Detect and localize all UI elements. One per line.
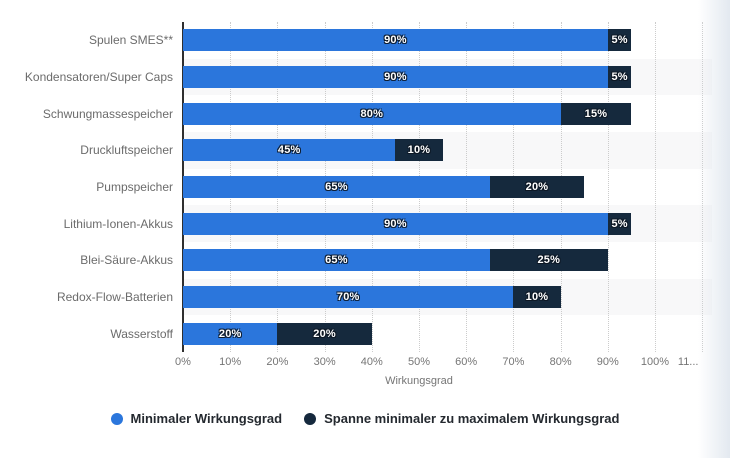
bar-segment-min[interactable]: 45%: [183, 139, 396, 162]
bar-segment-min[interactable]: 80%: [183, 102, 561, 125]
bar-segment-min[interactable]: 90%: [183, 212, 608, 235]
bar-segment-min[interactable]: 65%: [183, 176, 490, 198]
bar-value-label: 90%: [384, 217, 407, 230]
bar-segment-span[interactable]: 15%: [560, 102, 632, 125]
x-tick-label: 40%: [360, 356, 383, 368]
category-label: Schwungmassespeicher: [42, 106, 173, 121]
bar-value-label: 90%: [384, 71, 407, 83]
bar-segment-span[interactable]: 10%: [513, 286, 561, 308]
plot-area: 90% 5% 90% 5% 80% 15% 45% 10% 65% 20% 90% 5% 65% 25% 7…: [182, 22, 713, 352]
legend-item-minimaler-wirkungsgrad[interactable]: Minimaler Wirkungsgrad: [110, 411, 283, 426]
x-tick-label: 0%: [175, 356, 191, 368]
bar-value-label: 10%: [407, 144, 431, 157]
gridline: [702, 22, 704, 352]
bar-segment-span[interactable]: 20%: [277, 322, 372, 345]
bar-value-label: 15%: [584, 107, 608, 120]
bar-segment-span[interactable]: 5%: [607, 29, 632, 52]
bar-segment-span[interactable]: 25%: [489, 249, 608, 272]
legend-label-min: Minimaler Wirkungsgrad: [130, 411, 283, 426]
category-label: Wasserstoff: [110, 326, 173, 341]
category-label: Kondensatoren/Super Caps: [24, 69, 173, 84]
category-label: Druckluftspeicher: [80, 143, 173, 158]
legend: Minimaler Wirkungsgrad Spanne minimaler …: [0, 411, 730, 426]
bar-value-label: 20%: [313, 327, 336, 340]
x-tick-label: 50%: [407, 356, 431, 368]
x-tick-label: 100%: [640, 356, 670, 368]
category-label: Pumpspeicher: [96, 179, 173, 194]
bar-segment-min[interactable]: 70%: [183, 286, 514, 308]
bar-value-label: 5%: [611, 71, 628, 83]
bar-value-label: 10%: [525, 291, 549, 303]
category-label: Blei-Säure-Akkus: [80, 253, 173, 268]
x-tick-label: 90%: [596, 356, 619, 368]
bar-value-label: 20%: [218, 327, 242, 340]
legend-marker-min-icon: [110, 412, 123, 425]
category-label: Spulen SMES**: [88, 33, 173, 48]
bar-value-label: 25%: [537, 254, 561, 267]
x-tick-label: 80%: [549, 356, 572, 368]
x-axis-title: Wirkungsgrad: [385, 375, 453, 387]
x-axis-ticks: 0% 10% 20% 30% 40% 50% 60% 70% 80% 90% 100% 11...: [175, 356, 723, 370]
bar-segment-min[interactable]: 90%: [183, 66, 608, 88]
bar-value-label: 65%: [325, 254, 348, 267]
category-label: Redox-Flow-Batterien: [56, 289, 173, 304]
bar-segment-min[interactable]: 90%: [183, 29, 608, 52]
x-tick-label: 60%: [455, 356, 478, 368]
gridline: [655, 22, 656, 352]
bar-value-label: 5%: [611, 34, 628, 47]
bar-value-label: 5%: [611, 217, 628, 230]
bar-segment-min[interactable]: 20%: [183, 322, 278, 345]
x-tick-label: 30%: [313, 356, 336, 368]
bar-segment-span[interactable]: 5%: [607, 212, 632, 235]
bar-segment-span[interactable]: 10%: [395, 139, 443, 162]
bar-segment-span[interactable]: 5%: [607, 66, 632, 88]
x-tick-label: 10%: [219, 356, 242, 368]
x-tick-label: 70%: [502, 356, 525, 368]
bar-value-label: 80%: [360, 107, 384, 120]
bar-segment-min[interactable]: 65%: [183, 249, 490, 272]
bar-value-label: 70%: [336, 291, 360, 303]
bar-value-label: 20%: [525, 181, 549, 193]
gridline: [607, 22, 609, 352]
bar-value-label: 65%: [325, 181, 348, 193]
legend-marker-span-icon: [304, 412, 317, 425]
legend-label-span: Spanne minimaler zu maximalem Wirkungsgr…: [324, 411, 620, 426]
legend-item-spanne-wirkungsgrad[interactable]: Spanne minimaler zu maximalem Wirkungsgr…: [304, 411, 619, 426]
x-tick-label: 11...: [677, 356, 699, 368]
bar-value-label: 45%: [277, 144, 301, 157]
x-tick-label: 20%: [266, 356, 289, 368]
bar-segment-span[interactable]: 20%: [489, 176, 585, 198]
category-label: Lithium-Ionen-Akkus: [63, 216, 173, 231]
bar-value-label: 90%: [384, 34, 407, 47]
